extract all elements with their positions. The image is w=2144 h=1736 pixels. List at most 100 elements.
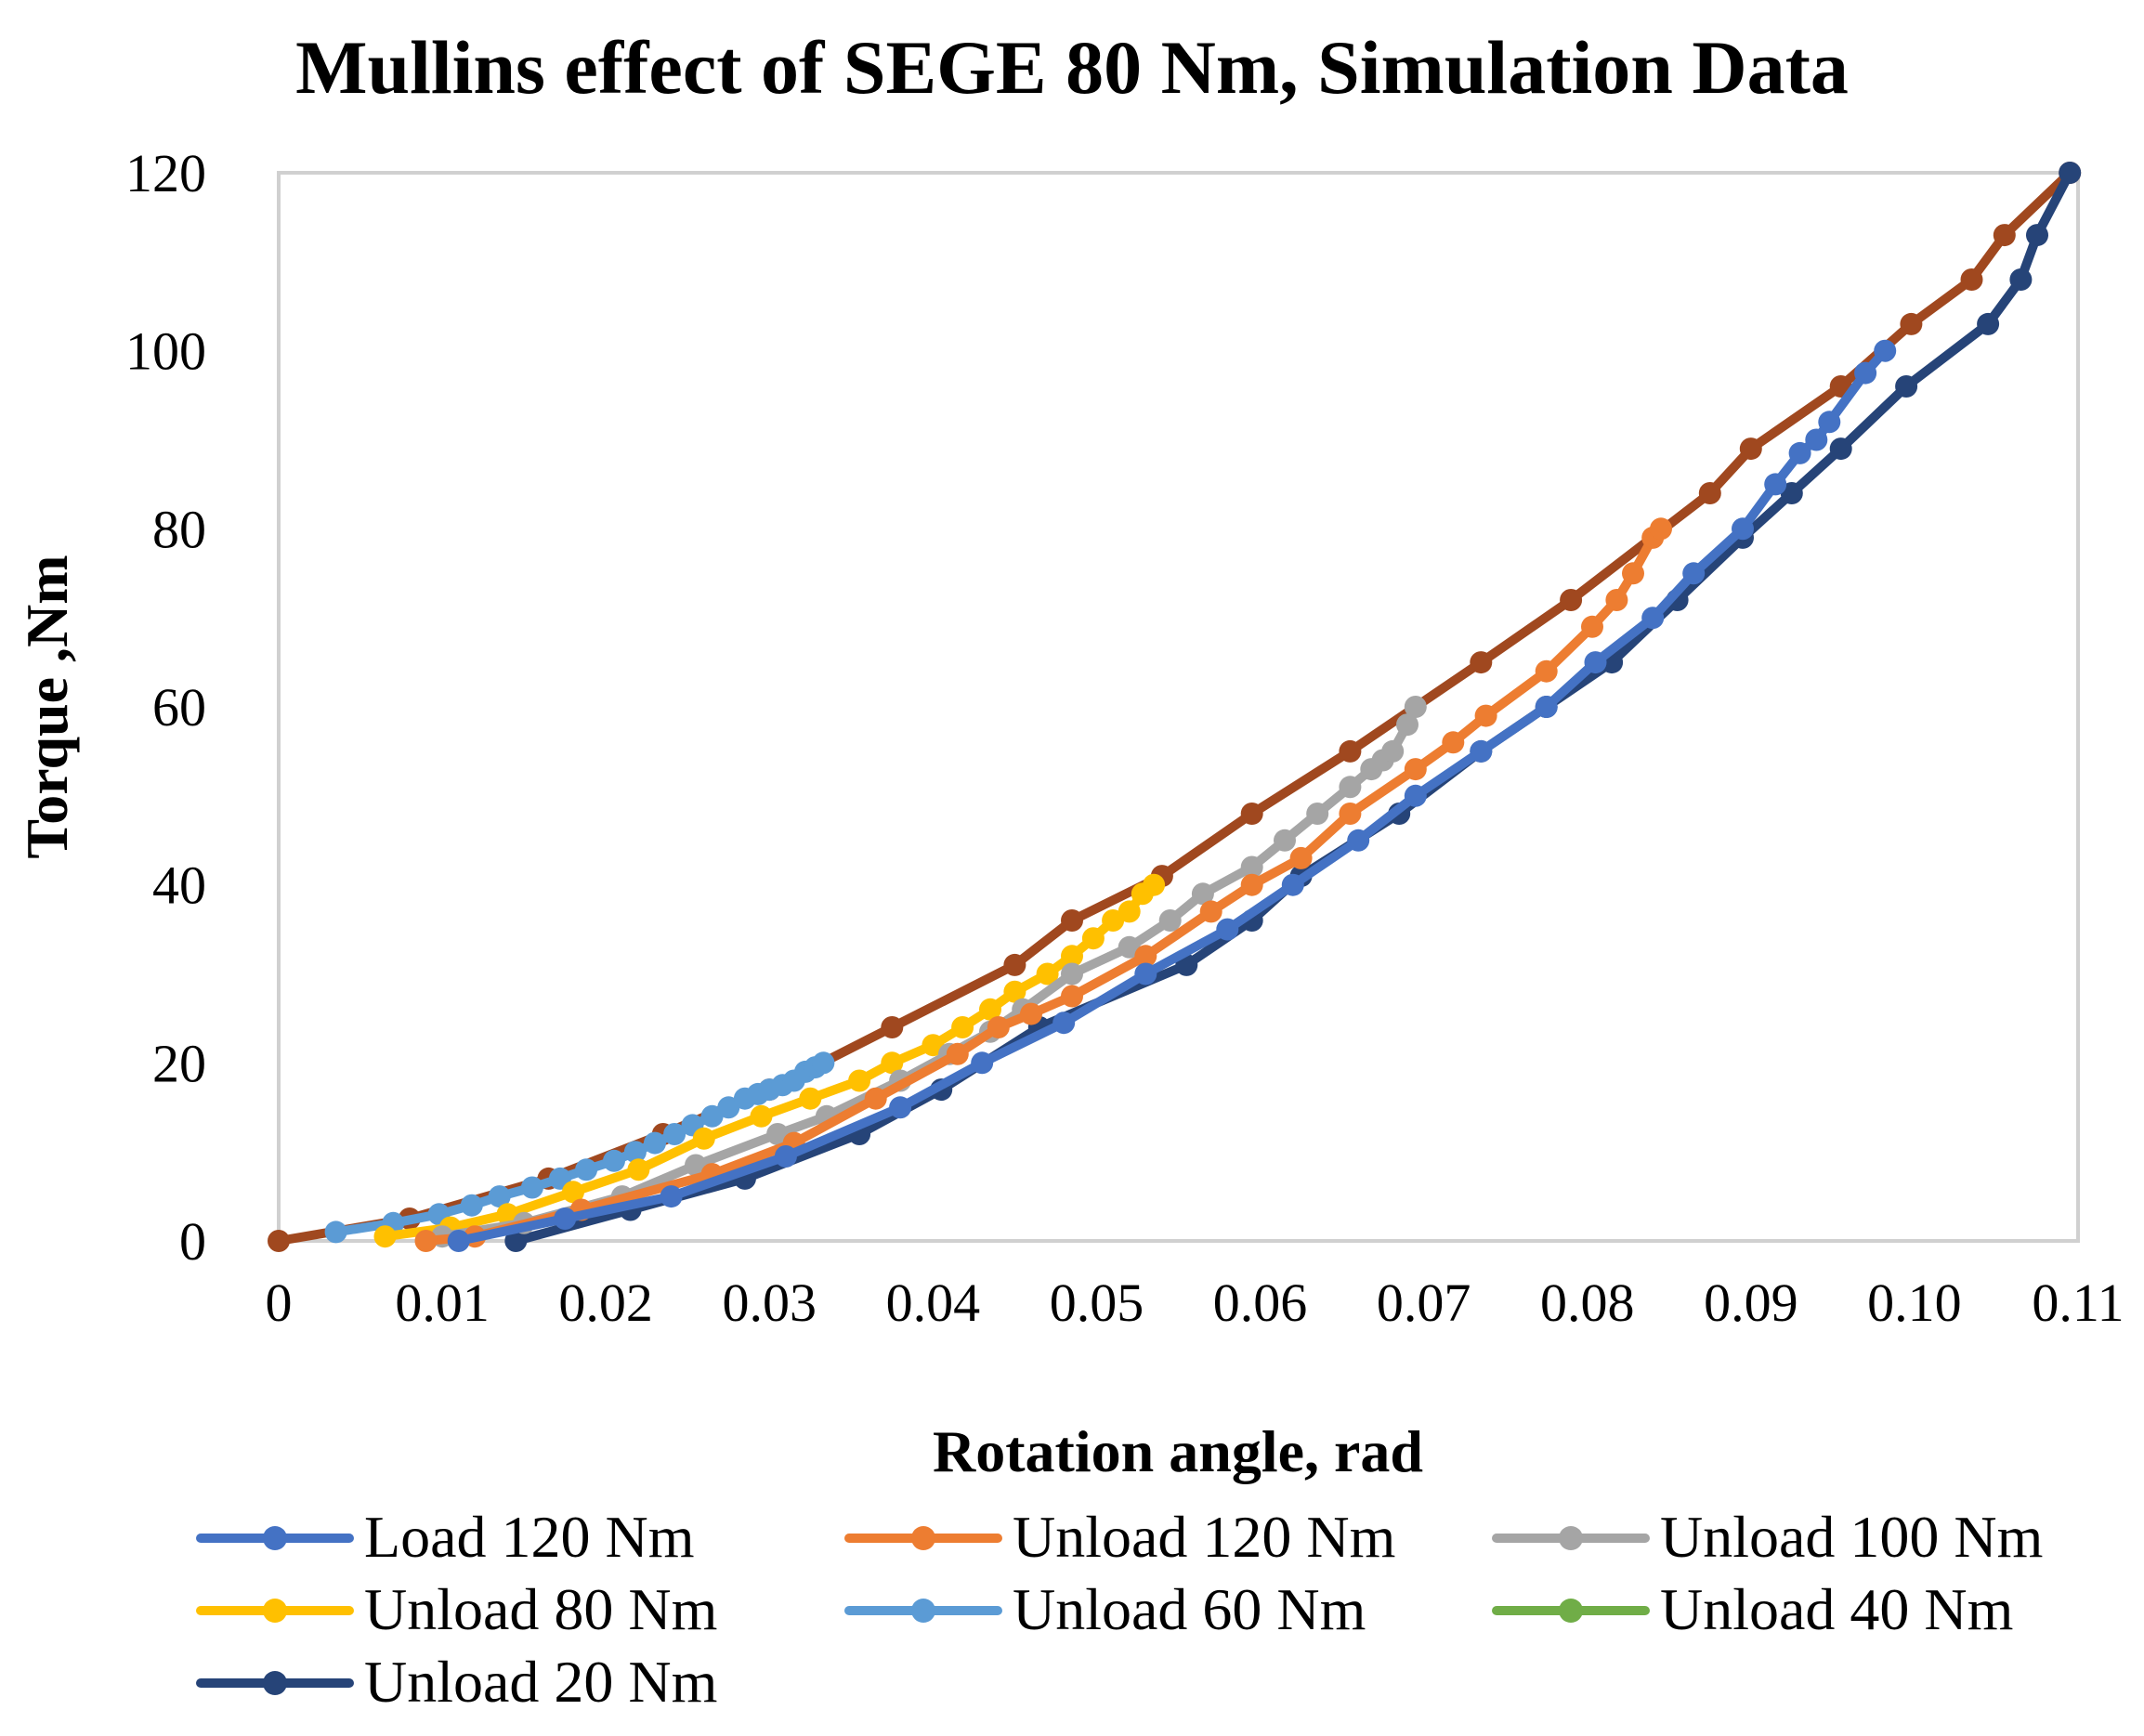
legend-swatch-marker — [263, 1599, 287, 1623]
data-point — [881, 1016, 904, 1038]
data-point — [1199, 900, 1222, 923]
data-point — [460, 1194, 483, 1217]
data-point — [1102, 909, 1125, 932]
data-point — [268, 1230, 290, 1252]
data-point — [987, 1016, 1010, 1038]
data-point — [766, 1123, 790, 1145]
legend-swatch-marker — [263, 1526, 287, 1550]
data-point — [717, 1096, 740, 1119]
series-layer — [268, 162, 2082, 1252]
data-point — [1874, 339, 1897, 362]
series-unload-60-nm — [324, 1051, 835, 1244]
data-point — [1306, 803, 1329, 825]
y-tick-label: 80 — [152, 499, 206, 559]
legend-item-unload-20-nm: Unload 20 Nm — [196, 1649, 717, 1715]
data-point — [774, 1145, 797, 1168]
data-point — [1622, 562, 1644, 585]
x-axis-title: Rotation angle, rad — [933, 1418, 1423, 1484]
legend-swatch-marker — [1559, 1526, 1583, 1550]
data-point — [1698, 482, 1721, 504]
x-tick-label: 0.03 — [723, 1273, 817, 1333]
data-point — [1339, 803, 1362, 825]
y-axis-title: Torque ,Nm — [14, 555, 80, 858]
data-point — [1535, 659, 1558, 683]
series-unload-80-nm — [373, 873, 1166, 1248]
data-point — [1134, 962, 1157, 985]
x-tick-label: 0 — [266, 1273, 293, 1333]
y-tick-label: 0 — [179, 1211, 206, 1272]
legend-item-load-120-nm: Load 120 Nm — [196, 1504, 695, 1570]
data-point — [799, 1087, 822, 1110]
legend-label: Unload 40 Nm — [1660, 1576, 2013, 1642]
data-point — [1191, 882, 1214, 906]
data-point — [1061, 945, 1083, 968]
legend-item-unload-120-nm: Unload 120 Nm — [844, 1504, 1395, 1570]
chart-title: Mullins effect of SEGE 80 Nm, Simulation… — [295, 25, 1849, 110]
data-point — [1474, 704, 1497, 727]
x-tick-label: 0.06 — [1213, 1273, 1308, 1333]
data-point — [1650, 517, 1672, 541]
data-point — [1854, 361, 1877, 385]
data-point — [1764, 473, 1787, 496]
data-point — [1960, 268, 1983, 291]
data-point — [1052, 1012, 1076, 1035]
data-point — [1061, 962, 1083, 985]
data-point — [1470, 651, 1493, 674]
legend-item-unload-60-nm: Unload 60 Nm — [844, 1576, 1366, 1642]
legend-swatch-marker — [263, 1671, 287, 1695]
y-axis-tick-labels: 0 20 40 60 80 100 120 — [125, 143, 206, 1272]
data-point — [1581, 615, 1603, 638]
data-point — [660, 1185, 683, 1208]
data-point — [889, 1096, 912, 1119]
data-point — [881, 1051, 904, 1075]
data-point — [971, 1051, 994, 1075]
data-point — [520, 1176, 543, 1199]
data-point — [603, 1149, 625, 1172]
data-point — [1003, 953, 1026, 976]
y-tick-label: 120 — [125, 143, 206, 203]
legend-label: Unload 120 Nm — [1013, 1504, 1395, 1570]
data-point — [1061, 985, 1083, 1008]
y-tick-label: 20 — [152, 1033, 206, 1093]
data-point — [1818, 411, 1841, 434]
legend-label: Unload 80 Nm — [364, 1576, 717, 1642]
legend-item-unload-40-nm: Unload 40 Nm — [1492, 1576, 2013, 1642]
x-tick-label: 0.07 — [1377, 1273, 1471, 1333]
data-point — [1470, 739, 1493, 763]
data-point — [627, 1158, 650, 1181]
legend-item-unload-100-nm: Unload 100 Nm — [1492, 1504, 2043, 1570]
data-point — [1339, 739, 1362, 763]
data-point — [1281, 873, 1304, 896]
data-point — [2009, 268, 2033, 291]
data-point — [1535, 696, 1558, 718]
data-point — [1404, 758, 1427, 781]
legend-label: Unload 100 Nm — [1660, 1504, 2043, 1570]
data-point — [414, 1230, 438, 1252]
data-point — [1118, 935, 1141, 959]
x-tick-label: 0.08 — [1540, 1273, 1635, 1333]
legend-label: Load 120 Nm — [364, 1504, 695, 1570]
data-point — [1900, 312, 1923, 335]
data-point — [700, 1104, 724, 1128]
data-point — [1003, 980, 1026, 1003]
data-point — [1158, 909, 1182, 932]
legend-item-unload-80-nm: Unload 80 Nm — [196, 1576, 717, 1642]
y-tick-label: 60 — [152, 677, 206, 737]
x-tick-label: 0.01 — [395, 1273, 490, 1333]
data-point — [1404, 696, 1427, 718]
data-point — [1381, 739, 1405, 763]
data-point — [1641, 607, 1665, 630]
data-point — [447, 1230, 470, 1252]
data-point — [1780, 482, 1803, 504]
data-point — [644, 1131, 666, 1155]
data-point — [864, 1087, 887, 1110]
data-point — [488, 1185, 511, 1208]
data-point — [692, 1127, 715, 1150]
x-tick-label: 0.09 — [1704, 1273, 1798, 1333]
x-axis-tick-labels: 0 0.01 0.02 0.03 0.04 0.05 0.06 0.07 0.08 0.09 0.1… — [266, 1273, 2124, 1333]
data-point — [1339, 776, 1362, 799]
data-point — [562, 1181, 584, 1204]
data-point — [1739, 437, 1762, 461]
